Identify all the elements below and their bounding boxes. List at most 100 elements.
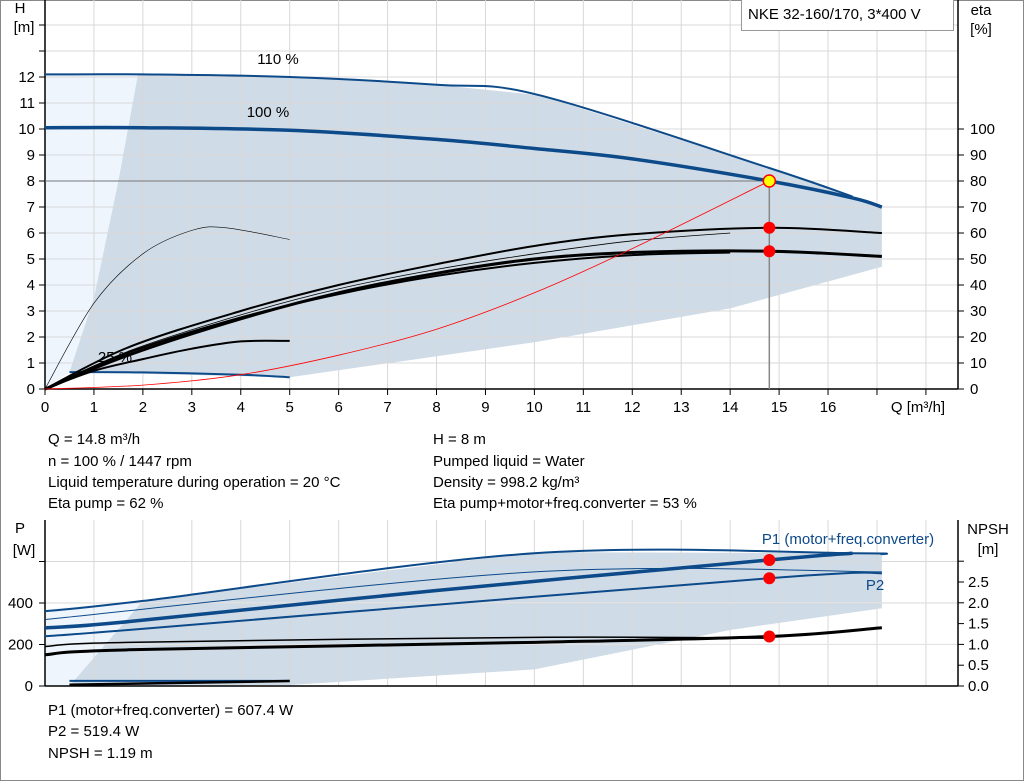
eta-tick-label: 40 — [970, 277, 987, 294]
h-tick-label: 12 — [18, 69, 35, 86]
x-tick-label: 9 — [481, 399, 489, 416]
eta-pump-thin-curve — [44, 232, 731, 390]
info-head: H = 8 m — [433, 431, 486, 448]
eta-tick-label: 90 — [970, 147, 987, 164]
eta-pump-curve — [44, 226, 882, 390]
eta-tick-label: 50 — [970, 251, 987, 268]
curve-100-percent — [44, 125, 883, 209]
info-density: Density = 998.2 kg/m³ — [433, 474, 580, 491]
eta-tick-label: 70 — [970, 199, 987, 216]
p2-series-label: P2 — [866, 577, 884, 594]
npsh-axis-unit: [m] — [978, 541, 999, 558]
npsh-tick-label: 2.5 — [968, 574, 989, 591]
x-tick-label: 7 — [383, 399, 391, 416]
x-tick-label: 0 — [41, 399, 49, 416]
label-25-percent: 25 % — [98, 349, 132, 366]
x-tick-label: 8 — [432, 399, 440, 416]
h-tick-label: 2 — [27, 329, 35, 346]
x-tick-label: 3 — [188, 399, 196, 416]
pump-model-legend: NKE 32-160/170, 3*400 V — [741, 0, 954, 31]
eta-tick-label: 80 — [970, 173, 987, 190]
system-curve — [44, 180, 770, 390]
eta-tick-label: 0 — [970, 381, 978, 398]
info-p1: P1 (motor+freq.converter) = 607.4 W — [48, 702, 294, 719]
h-tick-label: 7 — [27, 199, 35, 216]
x-axis-label: Q [m³/h] — [891, 399, 945, 416]
eta-small-curve — [44, 226, 290, 390]
top-light-region — [45, 74, 138, 390]
h-tick-label: 4 — [27, 277, 35, 294]
info-flow: Q = 14.8 m³/h — [48, 431, 141, 448]
x-tick-label: 16 — [820, 399, 837, 416]
p-axis-unit: [W] — [13, 542, 36, 559]
h-tick-label: 10 — [18, 121, 35, 138]
info-p2: P2 = 519.4 W — [48, 723, 140, 740]
eta-axis-unit: [%] — [970, 21, 992, 38]
x-tick-label: 14 — [722, 399, 739, 416]
x-tick-label: 10 — [526, 399, 543, 416]
info-liquid: Pumped liquid = Water — [433, 453, 585, 470]
p-tick-label: 400 — [8, 595, 33, 612]
info-temperature: Liquid temperature during operation = 20… — [48, 474, 341, 491]
npsh-tick-label: 0.5 — [968, 657, 989, 674]
eta-25-percent-curve — [44, 339, 290, 390]
h-tick-label: 8 — [27, 173, 35, 190]
p2-curve — [44, 571, 882, 638]
x-tick-label: 4 — [237, 399, 245, 416]
eta-pump-duty-point — [763, 221, 776, 234]
label-110-percent: 110 % — [257, 51, 298, 68]
h-tick-label: 6 — [27, 225, 35, 242]
x-tick-label: 5 — [286, 399, 294, 416]
eta-total-duty-point — [763, 245, 776, 258]
eta-total-curve — [44, 249, 882, 391]
p2-max-curve — [44, 567, 882, 621]
x-tick-label: 13 — [673, 399, 690, 416]
info-eta-pump: Eta pump = 62 % — [48, 495, 164, 512]
npsh-25-percent-curve — [69, 679, 290, 687]
x-tick-label: 1 — [90, 399, 98, 416]
npsh-curve — [44, 626, 882, 657]
npsh-tick-label: 1.0 — [968, 636, 989, 653]
h-tick-label: 11 — [19, 95, 35, 112]
npsh-thin-curve — [44, 636, 770, 648]
h-axis-unit: [m] — [14, 19, 35, 36]
h-tick-label: 5 — [27, 251, 35, 268]
h-tick-label: 0 — [27, 381, 35, 398]
h-tick-label: 1 — [27, 355, 35, 372]
curve-25-percent — [69, 371, 290, 379]
eta-tick-label: 10 — [970, 355, 987, 372]
h-axis-label: H — [15, 0, 26, 17]
p-tick-label: 0 — [25, 678, 33, 695]
h-tick-label: 9 — [27, 147, 35, 164]
x-tick-label: 2 — [139, 399, 147, 416]
head-duty-point — [762, 174, 777, 188]
x-tick-label: 6 — [334, 399, 342, 416]
eta-tick-label: 60 — [970, 225, 987, 242]
eta-tick-label: 30 — [970, 303, 987, 320]
npsh-tick-label: 1.5 — [968, 616, 989, 633]
x-tick-label: 11 — [576, 399, 592, 416]
p1-series-label: P1 (motor+freq.converter) — [762, 531, 934, 548]
p1-duty-point — [763, 553, 776, 566]
info-speed: n = 100 % / 1447 rpm — [48, 453, 192, 470]
eta-axis-label: eta — [971, 2, 993, 19]
p2-duty-point — [763, 572, 776, 585]
npsh-axis-label: NPSH — [967, 521, 1009, 538]
x-tick-label: 12 — [624, 399, 641, 416]
label-100-percent: 100 % — [247, 104, 290, 121]
p-axis-label: P — [15, 520, 25, 537]
p1-max-curve — [44, 548, 889, 613]
curve-110-percent — [44, 73, 853, 198]
info-eta-total: Eta pump+motor+freq.converter = 53 % — [433, 495, 697, 512]
npsh-tick-label: 0.0 — [968, 678, 989, 695]
info-npsh: NPSH = 1.19 m — [48, 745, 153, 762]
h-tick-label: 3 — [27, 303, 35, 320]
eta-tick-label: 100 — [970, 121, 995, 138]
x-tick-label: 15 — [771, 399, 788, 416]
npsh-duty-point — [763, 630, 776, 643]
eta-tick-label: 20 — [970, 329, 987, 346]
p-tick-label: 200 — [8, 637, 33, 654]
eta-total-thin-curve — [44, 251, 731, 390]
npsh-tick-label: 2.0 — [968, 595, 989, 612]
